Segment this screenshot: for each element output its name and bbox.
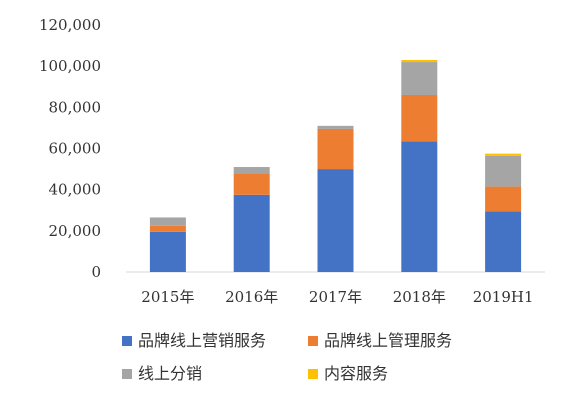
y-tick-label: 80,000 <box>49 98 102 116</box>
bar-segment-0-2 <box>317 169 354 272</box>
bar-segment-1-2 <box>317 128 354 170</box>
bar-segment-3-3 <box>401 59 438 63</box>
x-axis-ticks: 2015年 2016年 2017年 2018年 2019H1 <box>141 288 533 306</box>
y-tick-label: 120,000 <box>39 16 101 34</box>
legend-swatch-3 <box>308 369 318 379</box>
bar-segment-2-1 <box>233 167 270 174</box>
x-tick-label: 2019H1 <box>473 288 534 306</box>
x-tick-label: 2015年 <box>141 288 194 306</box>
x-tick-label: 2018年 <box>393 288 446 306</box>
y-tick-label: 100,000 <box>39 57 101 75</box>
bar-segment-1-4 <box>485 186 522 212</box>
bar-segment-0-4 <box>485 211 522 272</box>
bar-segment-2-0 <box>149 217 186 226</box>
legend-label-3: 内容服务 <box>324 364 388 383</box>
y-tick-label: 40,000 <box>49 181 102 199</box>
bar-segment-0-3 <box>401 141 438 272</box>
bar-segment-2-2 <box>317 125 354 129</box>
legend-label-1: 品牌线上管理服务 <box>324 331 452 350</box>
bar-segment-1-3 <box>401 94 438 142</box>
y-tick-label: 20,000 <box>49 222 102 240</box>
x-tick-label: 2016年 <box>225 288 278 306</box>
bar-segment-2-4 <box>485 155 522 187</box>
legend-label-0: 品牌线上营销服务 <box>138 331 266 350</box>
bar-segment-0-0 <box>149 231 186 272</box>
bar-segment-1-1 <box>233 173 270 195</box>
bar-segment-2-3 <box>401 62 438 95</box>
bars <box>149 59 522 272</box>
legend-swatch-2 <box>122 369 132 379</box>
bar-segment-0-1 <box>233 194 270 272</box>
y-tick-label: 0 <box>91 263 101 281</box>
legend-swatch-1 <box>308 336 318 346</box>
x-tick-label: 2017年 <box>309 288 362 306</box>
y-tick-label: 60,000 <box>49 140 102 158</box>
legend-swatch-0 <box>122 336 132 346</box>
bar-segment-3-4 <box>485 153 522 156</box>
bar-segment-1-0 <box>149 225 186 232</box>
legend-label-2: 线上分销 <box>138 364 202 383</box>
y-axis-ticks: 0 20,000 40,000 60,000 80,000 100,000 120,000 <box>39 16 101 281</box>
